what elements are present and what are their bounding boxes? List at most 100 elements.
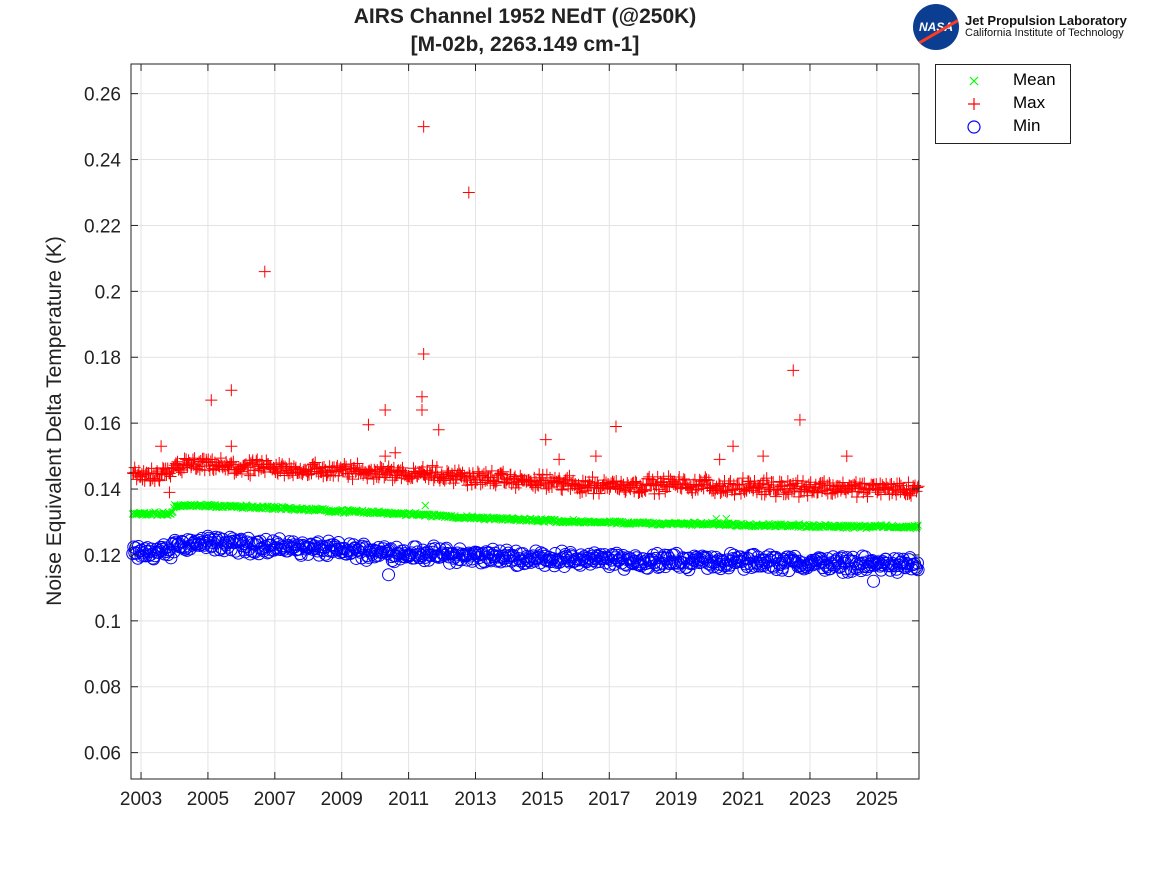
x-tick-label: 2015 bbox=[521, 789, 563, 810]
legend-label: Min bbox=[1013, 116, 1041, 135]
max-point bbox=[529, 481, 542, 494]
max-outlier-point bbox=[589, 450, 602, 463]
max-point bbox=[684, 480, 697, 493]
max-outlier-point bbox=[205, 394, 218, 407]
y-tick-label: 0.1 bbox=[95, 612, 121, 633]
x-tick-label: 2023 bbox=[789, 789, 831, 810]
min-outlier-point bbox=[867, 574, 881, 588]
max-point bbox=[762, 481, 775, 494]
max-point bbox=[751, 479, 764, 492]
max-point bbox=[798, 483, 811, 496]
max-outlier-point bbox=[225, 440, 238, 453]
x-marker-icon bbox=[969, 76, 979, 86]
max-point bbox=[570, 479, 583, 492]
max-outlier-point bbox=[727, 440, 740, 453]
min-point bbox=[561, 554, 575, 568]
min-point bbox=[164, 551, 178, 565]
y-tick-label: 0.08 bbox=[84, 678, 121, 699]
max-outlier-point bbox=[417, 347, 430, 360]
max-outlier-point bbox=[389, 446, 402, 459]
max-point bbox=[586, 471, 599, 484]
max-point bbox=[583, 478, 596, 491]
max-point bbox=[166, 465, 179, 478]
max-outlier-point bbox=[379, 450, 392, 463]
mean-point bbox=[724, 521, 732, 529]
y-tick-label: 0.2 bbox=[95, 282, 121, 303]
max-point bbox=[338, 458, 351, 471]
max-point bbox=[788, 482, 801, 495]
min-point bbox=[911, 563, 925, 577]
max-point bbox=[497, 465, 510, 478]
max-point bbox=[576, 474, 589, 487]
y-tick-label: 0.22 bbox=[84, 216, 121, 237]
min-point bbox=[570, 552, 584, 566]
max-point bbox=[769, 490, 782, 503]
x-tick-label: 2021 bbox=[722, 789, 764, 810]
max-point bbox=[686, 486, 699, 499]
logo-line1: Jet Propulsion Laboratory bbox=[965, 13, 1127, 28]
data-marks bbox=[126, 120, 925, 588]
max-point bbox=[494, 467, 507, 480]
mean-point bbox=[914, 521, 922, 529]
min-point bbox=[910, 556, 924, 570]
max-point bbox=[728, 488, 741, 501]
max-point bbox=[736, 472, 749, 485]
min-point bbox=[836, 565, 850, 579]
max-point bbox=[748, 475, 761, 488]
min-point bbox=[362, 550, 376, 564]
max-point bbox=[495, 467, 508, 480]
max-point bbox=[361, 472, 374, 485]
max-point bbox=[146, 472, 159, 485]
max-outlier-point bbox=[155, 440, 168, 453]
mean-point bbox=[528, 515, 537, 524]
y-axis-label: Noise Equivalent Delta Temperature (K) bbox=[43, 236, 66, 606]
max-point bbox=[156, 461, 169, 474]
min-point bbox=[512, 552, 526, 566]
min-point bbox=[202, 531, 216, 545]
max-outlier-point bbox=[609, 420, 622, 433]
min-point bbox=[211, 533, 225, 547]
max-point bbox=[636, 485, 649, 498]
max-outlier-point bbox=[415, 403, 428, 416]
min-point bbox=[901, 557, 915, 571]
y-tick-label: 0.06 bbox=[84, 744, 121, 765]
max-point bbox=[429, 466, 442, 479]
max-outlier-point bbox=[462, 186, 475, 199]
max-point bbox=[811, 486, 824, 499]
max-outlier-point bbox=[225, 384, 238, 397]
max-outlier-point bbox=[757, 450, 770, 463]
max-point bbox=[186, 453, 199, 466]
min-point bbox=[573, 558, 587, 572]
max-point bbox=[714, 487, 727, 500]
max-point bbox=[858, 477, 871, 490]
max-point bbox=[540, 468, 553, 481]
nasa-badge-text: NASA bbox=[918, 20, 953, 34]
legend-item-max: Max bbox=[936, 92, 1070, 116]
max-point bbox=[782, 487, 795, 500]
max-point bbox=[535, 474, 548, 487]
max-outlier-point bbox=[417, 120, 430, 133]
min-point bbox=[854, 564, 868, 578]
max-point bbox=[781, 486, 794, 499]
max-point bbox=[377, 463, 390, 476]
x-tick-label: 2009 bbox=[321, 789, 363, 810]
max-point bbox=[447, 477, 460, 490]
legend: Mean Max Min bbox=[935, 64, 1071, 144]
max-point bbox=[846, 479, 859, 492]
max-point bbox=[302, 468, 315, 481]
x-tick-label: 2025 bbox=[856, 789, 898, 810]
max-point bbox=[430, 461, 443, 474]
max-point bbox=[153, 473, 166, 486]
max-point bbox=[633, 486, 646, 499]
max-outlier-point bbox=[793, 413, 806, 426]
max-outlier-point bbox=[713, 453, 726, 466]
max-point bbox=[251, 453, 264, 466]
x-tick-label: 2003 bbox=[120, 789, 162, 810]
nasa-meatball-icon: NASA bbox=[913, 4, 959, 50]
x-tick-label: 2019 bbox=[655, 789, 697, 810]
min-point bbox=[656, 556, 670, 570]
max-point bbox=[346, 473, 359, 486]
max-point bbox=[193, 463, 206, 476]
max-point bbox=[720, 486, 733, 499]
max-point bbox=[596, 479, 609, 492]
